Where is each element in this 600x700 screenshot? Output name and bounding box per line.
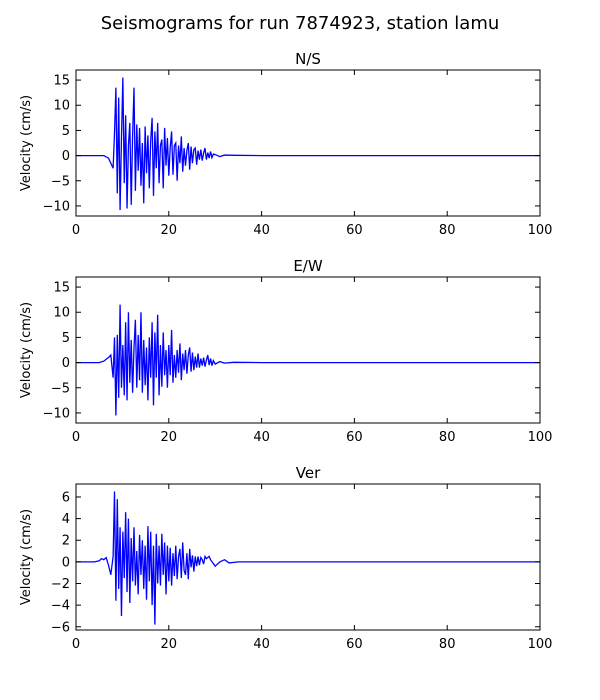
velocity-trace-line [76,77,540,210]
y-tick-label: 0 [62,356,70,371]
y-tick-label: −4 [51,599,70,614]
x-tick-label: 20 [161,430,178,445]
axes-frame [75,276,541,424]
velocity-trace-line [76,304,540,416]
panel-title: N/S [295,50,321,68]
y-tick-label: 6 [62,490,70,505]
x-tick-label: 40 [253,430,270,445]
y-tick-label: 0 [62,149,70,164]
x-tick-label: 0 [72,223,80,238]
y-tick-label: −10 [43,406,70,421]
x-tick-label: 80 [439,637,456,652]
x-tick-label: 0 [72,637,80,652]
y-tick-label: 0 [62,555,70,570]
y-tick-label: 10 [53,99,70,114]
velocity-trace-line [76,491,540,625]
y-tick-label: 10 [53,306,70,321]
x-tick-label: 100 [528,223,553,238]
x-tick-label: 40 [253,637,270,652]
y-tick-label: 5 [62,124,70,139]
x-tick-label: 60 [346,223,363,238]
y-tick-label: 15 [53,281,70,296]
x-tick-label: 60 [346,637,363,652]
y-tick-label: −5 [51,381,70,396]
y-axis-label: Velocity (cm/s) [19,95,34,191]
panel-1: E/W 0 20 40 60 80 100 −10 −5 0 5 10 15 Velocity (cm/s… [19,257,552,445]
y-tick-label: 4 [62,512,70,527]
x-tick-label: 20 [161,223,178,238]
y-tick-label: −2 [51,577,70,592]
y-tick-label: 5 [62,331,70,346]
figure-title: Seismograms for run 7874923, station lam… [101,13,500,34]
x-tick-label: 20 [161,637,178,652]
y-tick-label: 2 [62,534,70,549]
panel-title: Ver [296,464,321,482]
x-tick-label: 60 [346,430,363,445]
axes-frame [75,483,541,631]
y-axis-label: Velocity (cm/s) [19,509,34,605]
panel-title: E/W [293,257,323,275]
y-tick-label: −5 [51,174,70,189]
y-tick-label: −6 [51,620,70,635]
panel-0: N/S 0 20 40 60 80 100 −10 −5 0 5 10 15 Velocity (cm/s… [19,50,552,238]
x-tick-label: 80 [439,223,456,238]
x-tick-label: 40 [253,223,270,238]
x-tick-label: 0 [72,430,80,445]
y-tick-label: −10 [43,199,70,214]
x-tick-label: 80 [439,430,456,445]
axes-frame [75,69,541,217]
x-tick-label: 100 [528,430,553,445]
panel-2: Ver 0 20 40 60 80 100 −6 −4 −2 0 2 4 6 Velocity (cm/s) [19,464,552,652]
y-tick-label: 15 [53,74,70,89]
x-tick-label: 100 [528,637,553,652]
y-axis-label: Velocity (cm/s) [19,302,34,398]
